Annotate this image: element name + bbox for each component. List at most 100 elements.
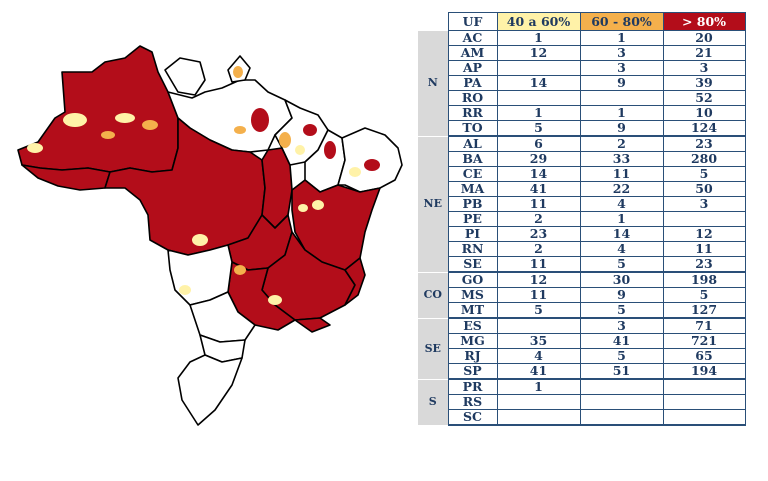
band1-cell xyxy=(496,60,581,76)
band1-cell: 11 xyxy=(496,287,581,303)
band3-cell: 280 xyxy=(663,151,746,167)
region-label: CO xyxy=(418,272,449,319)
table-row: SE ES 3 71 xyxy=(418,318,746,380)
uf-cell: PR xyxy=(447,379,497,395)
uf-cell: BA xyxy=(447,151,497,167)
uf-cell: CE xyxy=(447,166,497,182)
header-band-60-80: 60 - 80% xyxy=(579,12,663,31)
band2-cell: 5 xyxy=(579,256,664,273)
table-row: MT 5 5 127 xyxy=(418,302,746,319)
band2-cell: 5 xyxy=(579,348,664,364)
band3-cell: 23 xyxy=(663,136,746,152)
table-row: MA 41 22 50 xyxy=(418,181,746,197)
band1-cell: 14 xyxy=(496,166,581,182)
band2-cell xyxy=(579,379,664,395)
band3-cell: 12 xyxy=(663,226,746,242)
band3-cell: 50 xyxy=(663,181,746,197)
table-row: SC xyxy=(418,409,746,426)
band3-cell: 65 xyxy=(663,348,746,364)
header-blank xyxy=(418,12,448,31)
municipality-count-table: UF 40 a 60% 60 - 80% > 80% N AC 1 1 20 AM 12 3 2… xyxy=(418,12,746,426)
band1-cell xyxy=(496,409,581,426)
table-row: RR 1 1 10 xyxy=(418,105,746,121)
table-row: RO 52 xyxy=(418,90,746,106)
table-row: PB 11 4 3 xyxy=(418,196,746,212)
band2-cell xyxy=(579,90,664,106)
table-row: SE 11 5 23 xyxy=(418,256,746,273)
band1-cell xyxy=(496,394,581,410)
uf-cell: ES xyxy=(447,318,497,334)
band2-cell xyxy=(579,394,664,410)
uf-cell: AM xyxy=(447,45,497,61)
uf-cell: SC xyxy=(447,409,497,426)
uf-cell: RS xyxy=(447,394,497,410)
band3-cell: 39 xyxy=(663,75,746,91)
band2-cell xyxy=(579,409,664,426)
uf-cell: MS xyxy=(447,287,497,303)
band1-cell: 11 xyxy=(496,256,581,273)
band2-cell: 3 xyxy=(579,45,664,61)
band1-cell: 1 xyxy=(496,30,581,46)
region-label: S xyxy=(418,379,449,426)
band2-cell: 3 xyxy=(579,318,664,334)
table-row: MG 35 41 721 xyxy=(418,333,746,349)
band3-cell xyxy=(663,379,746,395)
region-tocantins xyxy=(261,147,293,229)
uf-cell: MT xyxy=(447,302,497,319)
band1-cell: 14 xyxy=(496,75,581,91)
band2-cell: 9 xyxy=(579,120,664,137)
table-row: CO GO 12 30 198 xyxy=(418,272,746,319)
uf-cell: SP xyxy=(447,363,497,380)
header-uf: UF xyxy=(447,12,497,31)
uf-cell: MG xyxy=(447,333,497,349)
band1-cell: 2 xyxy=(496,211,581,227)
band1-cell: 12 xyxy=(496,272,581,288)
band2-cell: 3 xyxy=(579,60,664,76)
uf-cell: GO xyxy=(447,272,497,288)
uf-cell: PI xyxy=(447,226,497,242)
uf-cell: PA xyxy=(447,75,497,91)
band2-cell: 14 xyxy=(579,226,664,242)
region-amazonas xyxy=(17,45,179,173)
band3-cell: 127 xyxy=(663,302,746,319)
uf-cell: RO xyxy=(447,90,497,106)
uf-cell: SE xyxy=(447,256,497,273)
band2-cell: 4 xyxy=(579,196,664,212)
band3-cell xyxy=(663,394,746,410)
header-band-over-80: > 80% xyxy=(662,12,746,31)
band1-cell: 11 xyxy=(496,196,581,212)
band3-cell: 11 xyxy=(663,241,746,257)
uf-band-table: UF 40 a 60% 60 - 80% > 80% N AC 1 1 20 AM 12 3 2… xyxy=(418,12,746,426)
region-label: N xyxy=(418,30,449,137)
region-label: NE xyxy=(418,136,449,273)
band1-cell xyxy=(496,90,581,106)
header-row: UF 40 a 60% 60 - 80% > 80% xyxy=(418,12,746,31)
band3-cell: 3 xyxy=(663,196,746,212)
band1-cell: 4 xyxy=(496,348,581,364)
region-rio xyxy=(294,317,331,333)
band3-cell: 5 xyxy=(663,287,746,303)
table-row: BA 29 33 280 xyxy=(418,151,746,167)
uf-cell: MA xyxy=(447,181,497,197)
band3-cell: 23 xyxy=(663,256,746,273)
region-roraima xyxy=(164,57,206,96)
band3-cell xyxy=(663,409,746,426)
band1-cell: 5 xyxy=(496,302,581,319)
band3-cell: 3 xyxy=(663,60,746,76)
band3-cell: 21 xyxy=(663,45,746,61)
band2-cell: 30 xyxy=(579,272,664,288)
uf-cell: AL xyxy=(447,136,497,152)
band2-cell: 1 xyxy=(579,30,664,46)
region-espirito-santo xyxy=(344,257,366,306)
band1-cell: 23 xyxy=(496,226,581,242)
band2-cell: 9 xyxy=(579,75,664,91)
band2-cell: 22 xyxy=(579,181,664,197)
band3-cell: 198 xyxy=(663,272,746,288)
band2-cell: 33 xyxy=(579,151,664,167)
band2-cell: 9 xyxy=(579,287,664,303)
brazil-map xyxy=(17,45,403,426)
table-row: CE 14 11 5 xyxy=(418,166,746,182)
band1-cell: 35 xyxy=(496,333,581,349)
table-row: AM 12 3 21 xyxy=(418,45,746,61)
table-row: TO 5 9 124 xyxy=(418,120,746,137)
